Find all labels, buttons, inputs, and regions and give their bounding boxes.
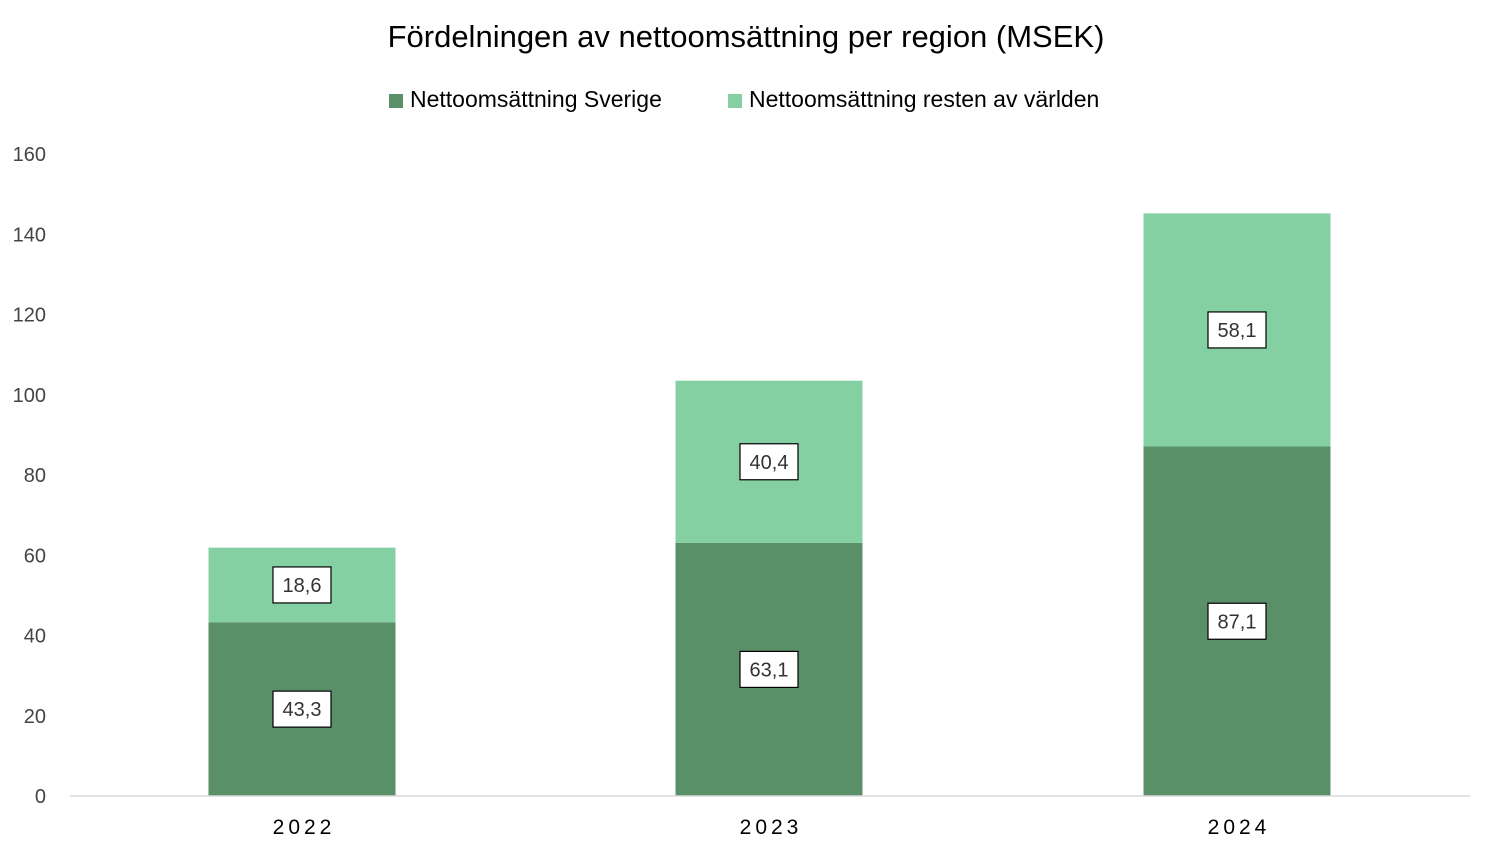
y-tick-label: 40	[24, 626, 46, 648]
data-label-text: 87,1	[1218, 611, 1257, 633]
data-label-2023-series-1: 40,4	[739, 443, 799, 481]
data-label-2022-series-1: 18,6	[272, 566, 332, 604]
data-label-text: 18,6	[283, 575, 322, 597]
legend-label-sverige: Nettoomsättning Sverige	[410, 86, 662, 112]
data-label-2024-series-1: 58,1	[1207, 311, 1267, 349]
data-label-box	[739, 443, 799, 481]
data-label-text: 58,1	[1218, 320, 1257, 342]
x-tick-label-2024: 2024	[1208, 816, 1271, 839]
y-tick-label: 60	[24, 545, 46, 567]
y-axis: 0 20 40 60 80 100 120 140 160	[13, 144, 46, 808]
y-tick-label: 80	[24, 465, 46, 487]
y-tick-label: 20	[24, 706, 46, 728]
bars	[208, 213, 1331, 796]
data-label-box	[1207, 602, 1267, 640]
data-label-2023-series-0: 63,1	[739, 650, 799, 689]
legend-item-sverige: Nettoomsättning Sverige	[389, 86, 662, 112]
x-tick-label-2022: 2022	[273, 816, 336, 839]
data-label-2024-series-0: 87,1	[1207, 602, 1267, 640]
chart-title: Fördelningen av nettoomsättning per regi…	[388, 19, 1105, 54]
y-tick-label: 160	[13, 144, 46, 166]
data-label-box	[272, 566, 332, 604]
legend: Nettoomsättning Sverige Nettoomsättning …	[389, 86, 1099, 112]
legend-item-resten-av-varlden: Nettoomsättning resten av världen	[728, 86, 1099, 112]
y-tick-label: 0	[35, 786, 46, 808]
legend-swatch-resten-av-varlden	[728, 94, 742, 108]
x-axis: 2022 2023 2024	[273, 816, 1271, 839]
y-tick-label: 100	[13, 385, 46, 407]
data-label-box	[1207, 311, 1267, 349]
data-label-text: 40,4	[750, 452, 789, 474]
x-tick-label-2023: 2023	[740, 816, 803, 839]
data-label-text: 63,1	[750, 659, 789, 681]
data-label-box	[272, 690, 332, 728]
legend-label-resten-av-varlden: Nettoomsättning resten av världen	[749, 86, 1099, 112]
data-label-box	[739, 650, 799, 689]
y-tick-label: 120	[13, 305, 46, 327]
legend-swatch-sverige	[389, 94, 403, 108]
data-labels: 43,3 18,6 63,1 40,4 87,1 58,1	[272, 311, 1267, 728]
data-label-text: 43,3	[283, 699, 322, 721]
data-label-2022-series-0: 43,3	[272, 690, 332, 728]
y-tick-label: 140	[13, 224, 46, 246]
